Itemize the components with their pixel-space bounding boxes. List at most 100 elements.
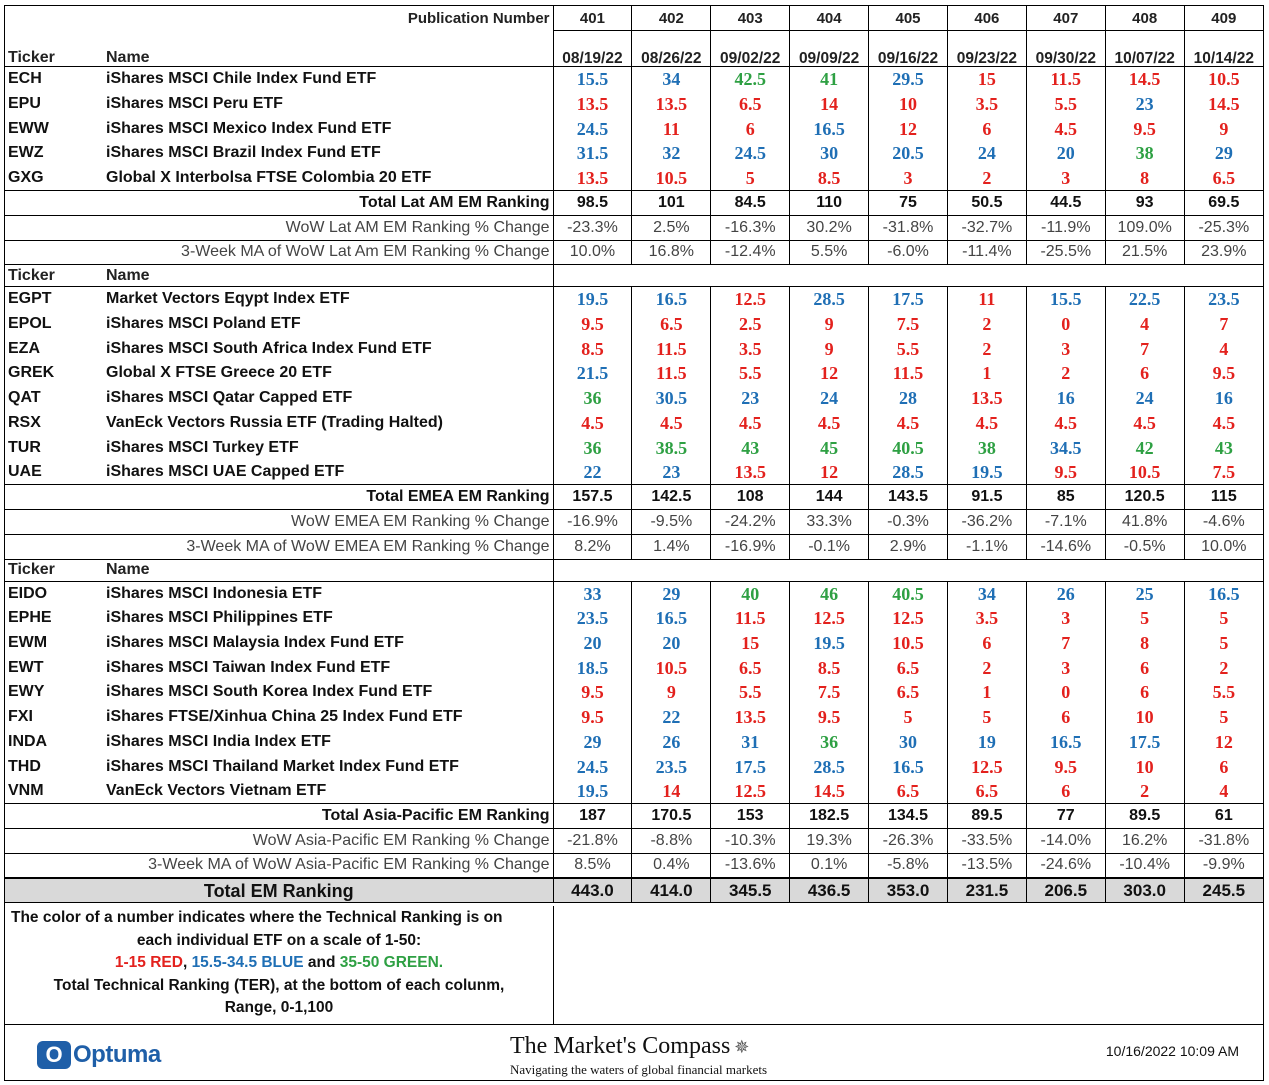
wow-value: 19.3% bbox=[789, 828, 869, 854]
rank-value: 4.5 bbox=[1104, 410, 1185, 436]
ma-value: 1.4% bbox=[631, 533, 711, 559]
total-value: 144 bbox=[789, 484, 869, 510]
optuma-o-icon: O bbox=[37, 1041, 71, 1069]
grand-total-value: 231.5 bbox=[946, 877, 1027, 904]
table-row: EWZ iShares MSCI Brazil Index Fund ETF 31.… bbox=[5, 141, 1264, 166]
total-value: 134.5 bbox=[868, 803, 948, 829]
rank-value: 5 bbox=[1183, 704, 1264, 730]
rank-value: 9.5 bbox=[1025, 754, 1106, 779]
rank-value: 14.5 bbox=[1104, 66, 1185, 92]
rank-value: 15 bbox=[946, 66, 1027, 92]
rank-value: 8.5 bbox=[789, 655, 869, 680]
ma-value: 21.5% bbox=[1104, 239, 1185, 265]
rank-value: 12 bbox=[868, 116, 948, 141]
rank-value: 16.5 bbox=[631, 286, 711, 312]
ma-value: -5.8% bbox=[868, 852, 948, 878]
legend-green: 35-50 GREEN. bbox=[339, 954, 444, 971]
etf-name-cell: iShares MSCI South Korea Index Fund ETF bbox=[106, 683, 433, 701]
rank-value: 5.5 bbox=[1025, 91, 1106, 117]
ma-value: -13.5% bbox=[946, 852, 1027, 878]
grand-total-value: 303.0 bbox=[1104, 877, 1185, 904]
legend-red: 1-15 RED bbox=[114, 954, 183, 971]
ticker-cell: VNM bbox=[8, 782, 44, 800]
rank-value: 12.5 bbox=[789, 605, 869, 631]
rank-value: 4 bbox=[1183, 336, 1264, 361]
rank-value: 6.5 bbox=[868, 680, 948, 705]
rank-value: 5 bbox=[710, 165, 790, 191]
rank-value: 41 bbox=[789, 66, 869, 92]
rank-value: 29 bbox=[631, 580, 711, 606]
rank-value: 46 bbox=[789, 580, 869, 606]
blank-cell bbox=[1184, 264, 1264, 287]
rank-value: 9.5 bbox=[1183, 361, 1264, 386]
etf-name-cell: iShares MSCI Qatar Capped ETF bbox=[106, 389, 353, 407]
etf-name-cell: iShares MSCI Indonesia ETF bbox=[103, 580, 553, 606]
rank-value: 31 bbox=[710, 729, 790, 755]
rank-value: 3.5 bbox=[946, 605, 1027, 631]
wow-label: WoW Asia-Pacific EM Ranking % Change bbox=[5, 828, 553, 854]
rank-value: 38 bbox=[1104, 141, 1185, 166]
rank-value: 6 bbox=[946, 630, 1027, 656]
etf-name-cell: iShares MSCI Philippines ETF bbox=[106, 609, 333, 627]
rank-value: 6 bbox=[710, 116, 790, 141]
rank-value: 16 bbox=[1025, 385, 1106, 411]
ticker-cell: TUR bbox=[8, 438, 41, 456]
rank-value: 16.5 bbox=[868, 754, 948, 779]
total-row: Total Lat AM EM Ranking 98.5 101 84.5 110 75 5… bbox=[5, 190, 1264, 216]
rank-value: 19.5 bbox=[552, 286, 632, 312]
ma-row: 3-Week MA of WoW EMEA EM Ranking % Chang… bbox=[5, 533, 1264, 559]
total-value: 120.5 bbox=[1104, 484, 1185, 510]
rank-value: 3 bbox=[868, 165, 948, 191]
ma-value: 16.8% bbox=[631, 239, 711, 265]
rank-value: 6.5 bbox=[710, 655, 790, 680]
rank-value: 16.5 bbox=[1025, 729, 1106, 755]
rank-value: 11.5 bbox=[631, 361, 711, 386]
rank-value: 38.5 bbox=[631, 435, 711, 460]
blank-cell bbox=[868, 558, 948, 581]
ticker-cell: QAT bbox=[8, 389, 41, 407]
total-value: 91.5 bbox=[946, 484, 1027, 510]
legend-line-3: 1-15 RED, 15.5-34.5 BLUE and 35-50 GREEN… bbox=[114, 954, 444, 971]
rank-value: 26 bbox=[631, 729, 711, 755]
ma-value: 0.1% bbox=[789, 852, 869, 878]
color-legend: The color of a number indicates where th… bbox=[5, 906, 553, 1024]
rank-value: 2 bbox=[1025, 361, 1106, 386]
etf-name-cell: iShares MSCI Poland ETF bbox=[106, 314, 301, 332]
grand-total-label: Total EM Ranking bbox=[5, 877, 553, 904]
blank-cell bbox=[631, 264, 711, 287]
rank-value: 11.5 bbox=[631, 336, 711, 361]
table-row: EIDO iShares MSCI Indonesia ETF 33 29 40 46 40… bbox=[5, 580, 1264, 606]
etf-name-cell: iShares MSCI Malaysia Index Fund ETF bbox=[106, 633, 404, 651]
rank-value: 9.5 bbox=[552, 680, 632, 705]
grand-total-value: 345.5 bbox=[710, 877, 790, 904]
rank-value: 19.5 bbox=[789, 630, 869, 656]
rank-value: 11.5 bbox=[1025, 66, 1106, 92]
rank-value: 4.5 bbox=[1183, 410, 1264, 436]
rank-value: 23.5 bbox=[1183, 286, 1264, 312]
date-header: 10/14/22 bbox=[1183, 30, 1264, 67]
rank-value: 30.5 bbox=[631, 385, 711, 411]
rank-value: 24.5 bbox=[552, 754, 632, 779]
rank-value: 6 bbox=[1025, 704, 1106, 730]
wow-value: -0.3% bbox=[868, 509, 948, 535]
ticker-header: Ticker bbox=[8, 49, 55, 67]
rank-value: 8.5 bbox=[552, 336, 632, 361]
ma-value: -0.1% bbox=[789, 533, 869, 559]
rank-value: 4 bbox=[1104, 311, 1185, 337]
rank-value: 9 bbox=[789, 336, 869, 361]
etf-name-cell: VanEck Vectors Russia ETF (Trading Halte… bbox=[106, 413, 443, 431]
rank-value: 22 bbox=[552, 460, 632, 485]
wow-value: -31.8% bbox=[868, 214, 948, 240]
blank-cell bbox=[1026, 264, 1106, 287]
rank-value: 6 bbox=[946, 116, 1027, 141]
etf-name-cell: iShares MSCI Brazil Index Fund ETF bbox=[106, 144, 381, 162]
rank-value: 8 bbox=[1104, 630, 1185, 656]
ticker-cell: RSX bbox=[8, 413, 41, 431]
rank-value: 9.5 bbox=[789, 704, 869, 730]
rank-value: 8 bbox=[1104, 165, 1185, 191]
rank-value: 24 bbox=[1104, 385, 1185, 411]
publication-number: 404 bbox=[789, 6, 869, 31]
ma-value: -14.6% bbox=[1025, 533, 1106, 559]
grand-total-row: Total EM Ranking 443.0 414.0 345.5 436.5 353.… bbox=[5, 877, 1264, 904]
rank-value: 12.5 bbox=[710, 779, 790, 804]
